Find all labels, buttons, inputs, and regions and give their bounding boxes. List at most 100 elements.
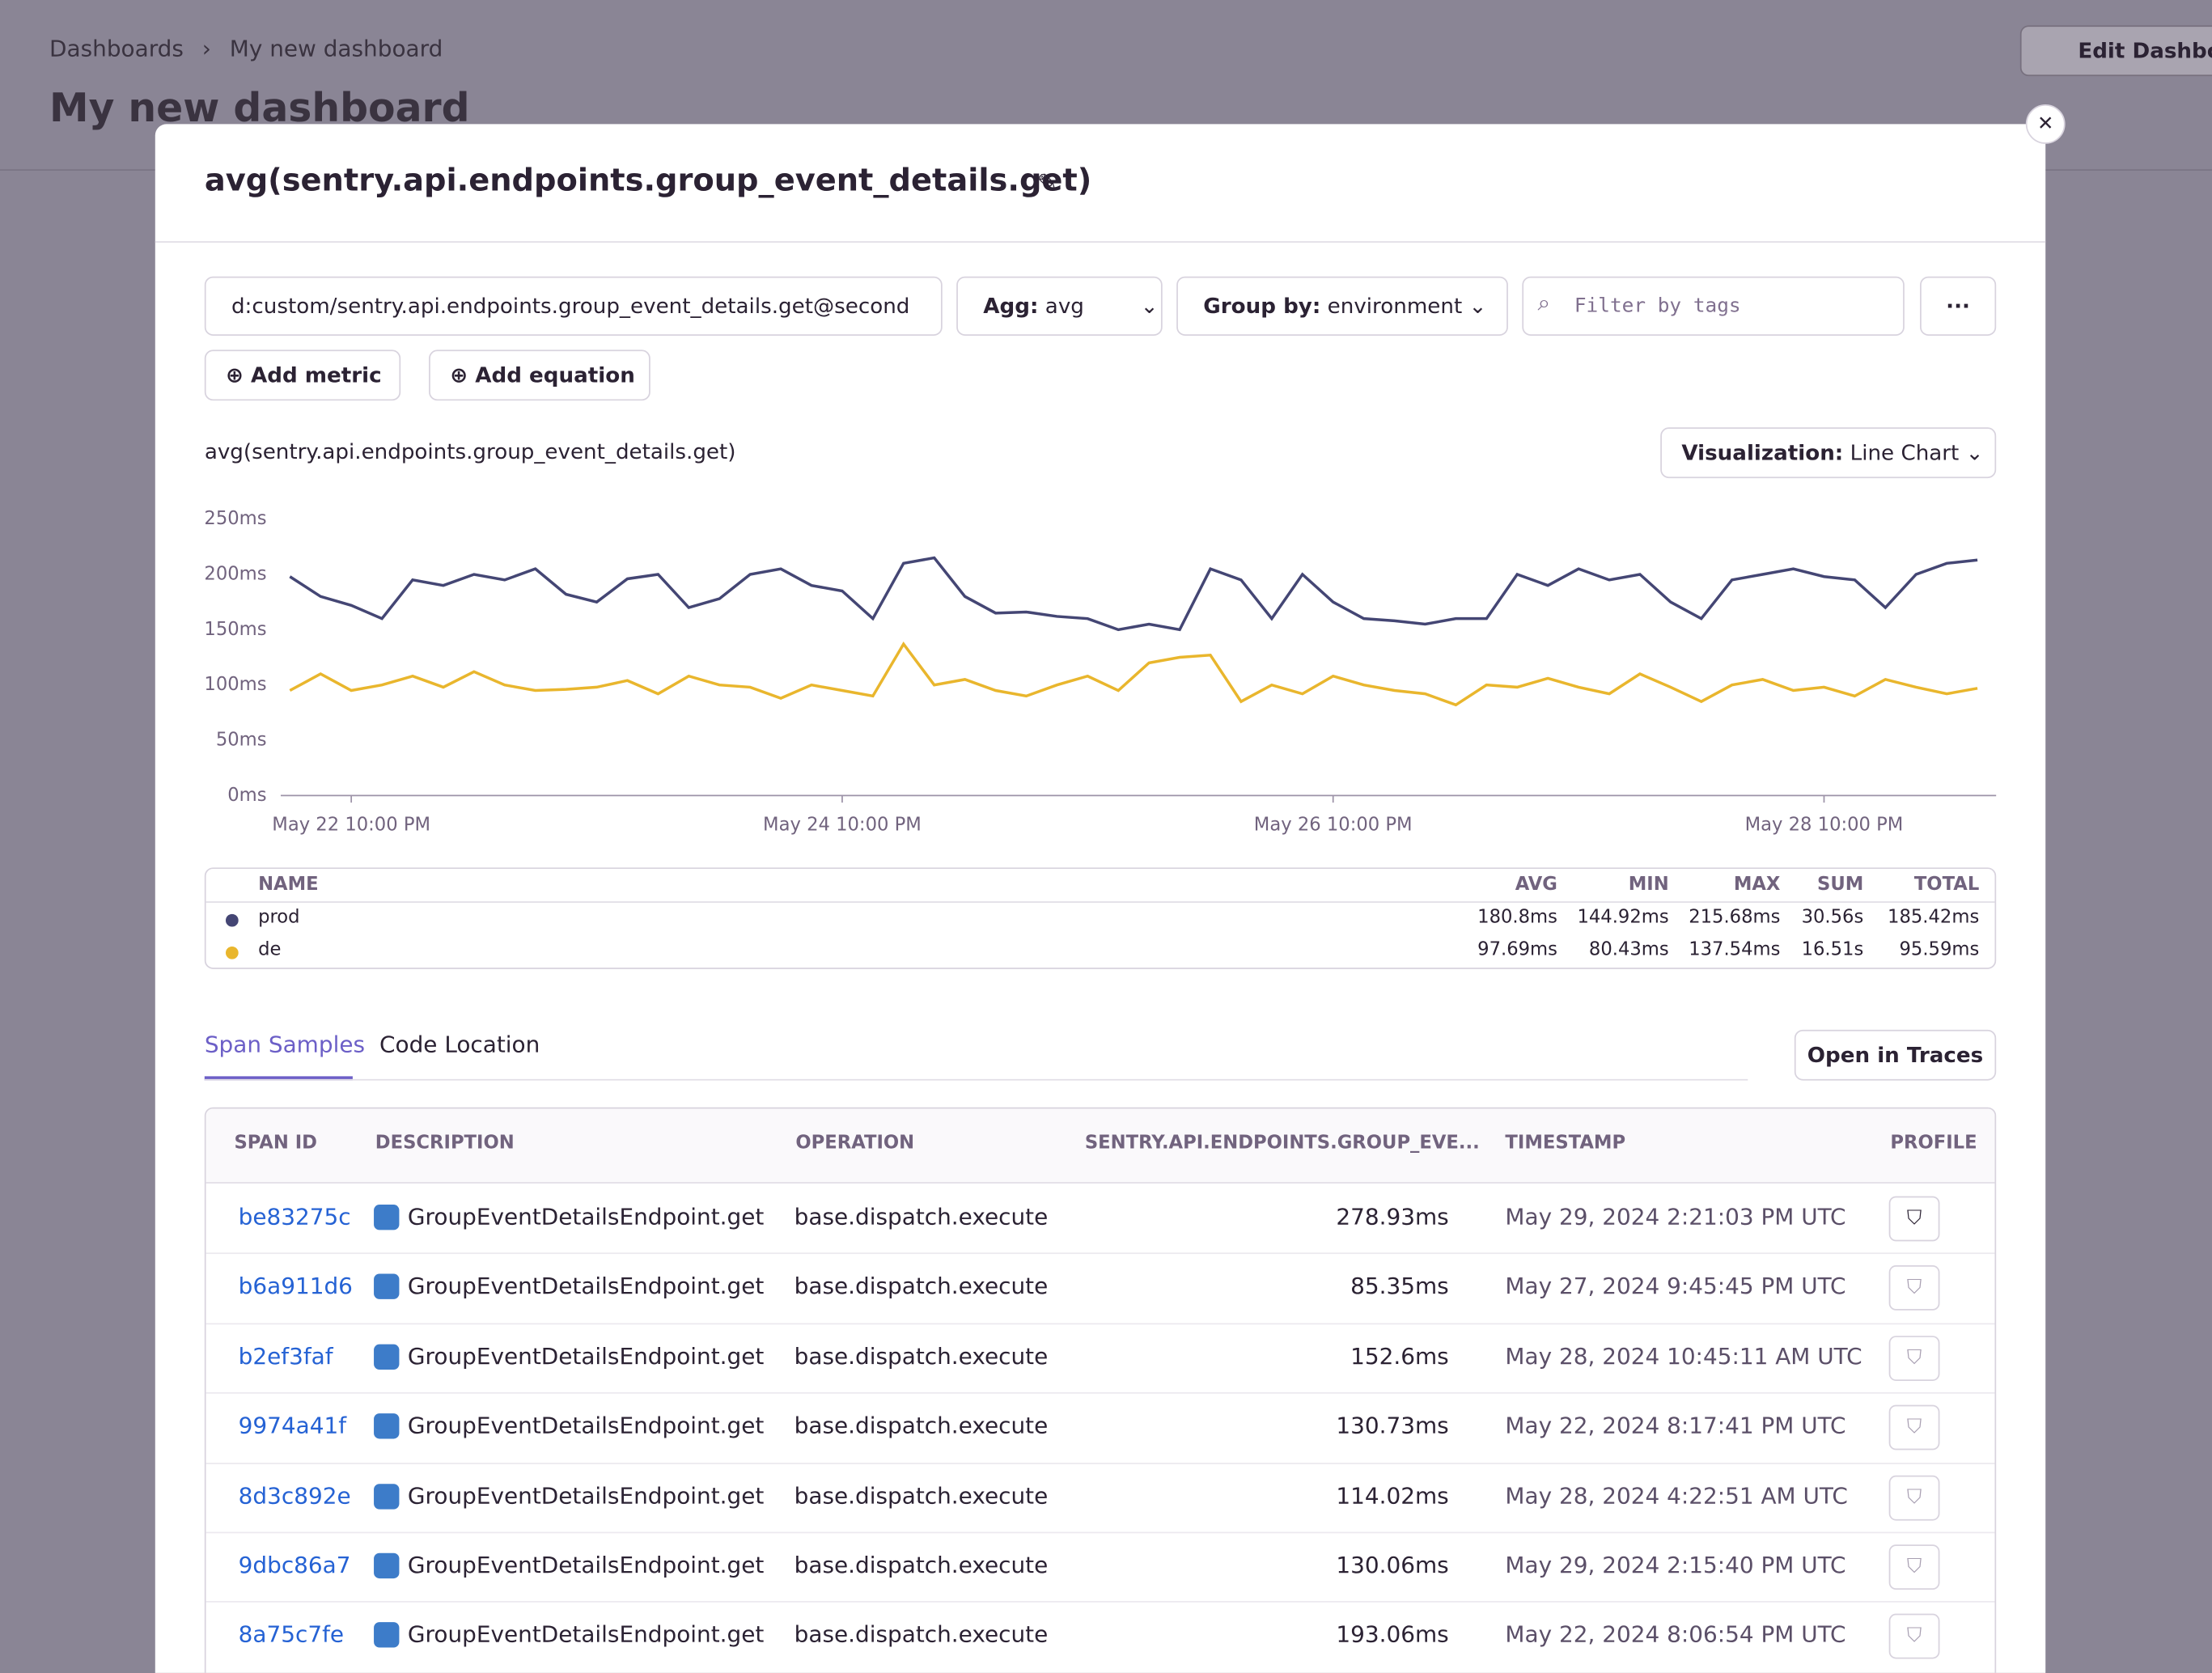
- profile-button[interactable]: ⛉: [1888, 1475, 1940, 1520]
- y-tick-label: 200ms: [204, 563, 266, 584]
- summary-cell: 180.8ms: [1477, 907, 1557, 929]
- column-header: SUM: [1817, 875, 1864, 896]
- tab-active[interactable]: Span Samples: [204, 1031, 366, 1058]
- divider: [206, 901, 1995, 903]
- platform-icon: [374, 1552, 400, 1579]
- more-button[interactable]: ···: [1920, 276, 1997, 336]
- column-header: OPERATION: [795, 1133, 915, 1154]
- profile-button[interactable]: ⛉: [1888, 1196, 1940, 1242]
- summary-cell: 215.68ms: [1689, 907, 1781, 929]
- profile-button[interactable]: ⛉: [1888, 1614, 1940, 1660]
- description: GroupEventDetailsEndpoint.get: [407, 1412, 765, 1439]
- platform-icon: [374, 1413, 400, 1439]
- summary-cell: prod: [258, 907, 300, 929]
- profile-button[interactable]: ⛉: [1888, 1544, 1940, 1590]
- chart: avg(sentry.api.endpoints.group_event_det…: [204, 440, 1997, 836]
- platform-icon: [374, 1622, 400, 1649]
- row-divider: [206, 1252, 1995, 1255]
- add-metric-button[interactable]: ⊕ Add metric: [204, 349, 401, 401]
- line: [289, 556, 1978, 632]
- platform-icon: [374, 1274, 400, 1300]
- duration: 85.35ms: [1350, 1273, 1449, 1300]
- description: GroupEventDetailsEndpoint.get: [407, 1621, 765, 1649]
- operation: base.dispatch.execute: [794, 1412, 1049, 1439]
- operation: base.dispatch.execute: [794, 1342, 1049, 1370]
- y-tick-label: 250ms: [204, 508, 266, 529]
- span-id-link[interactable]: 9dbc86a7: [238, 1551, 351, 1579]
- y-tick-label: 0ms: [227, 785, 266, 806]
- profile-button[interactable]: ⛉: [1888, 1404, 1940, 1451]
- value: Line Chart: [1850, 440, 1960, 466]
- tab[interactable]: Code Location: [379, 1031, 540, 1058]
- label: Visualization:: [1681, 440, 1844, 466]
- legend-dot: [225, 946, 239, 959]
- legend-dot: [225, 913, 239, 927]
- platform-icon: [374, 1483, 400, 1509]
- metric-select[interactable]: d:custom/sentry.api.endpoints.group_even…: [204, 276, 943, 336]
- summary-cell: 137.54ms: [1689, 939, 1781, 961]
- timestamp: May 29, 2024 2:21:03 PM UTC: [1505, 1203, 1846, 1230]
- value: avg: [1045, 293, 1084, 320]
- summary-cell: 95.59ms: [1899, 939, 1980, 961]
- operation: base.dispatch.execute: [794, 1273, 1049, 1300]
- duration: 130.06ms: [1336, 1551, 1449, 1579]
- label: Agg:: [983, 293, 1039, 320]
- timestamp: May 22, 2024 8:06:54 PM UTC: [1505, 1621, 1846, 1649]
- platform-icon: [374, 1344, 400, 1370]
- line: [289, 641, 1978, 707]
- y-tick-label: 100ms: [204, 674, 266, 695]
- agg-select[interactable]: Agg: avg ⌄: [956, 276, 1163, 336]
- filter-input[interactable]: Filter by tags: [1522, 276, 1905, 336]
- timestamp: May 28, 2024 4:22:51 AM UTC: [1505, 1481, 1848, 1509]
- summary-table: NAME AVG MIN MAX SUM TOTAL prod 180.8ms 144.92ms…: [204, 867, 1997, 969]
- x-tick-label: May 28 10:00 PM: [1745, 815, 1904, 836]
- span-id-link[interactable]: 8d3c892e: [238, 1481, 351, 1509]
- row-divider: [206, 1323, 1995, 1324]
- timestamp: May 27, 2024 9:45:45 PM UTC: [1505, 1273, 1846, 1300]
- divider: [204, 1078, 1748, 1081]
- edit-icon[interactable]: ✎: [1036, 169, 1058, 199]
- span-id-link[interactable]: b2ef3faf: [238, 1342, 333, 1370]
- column-header: DESCRIPTION: [375, 1133, 515, 1154]
- column-header: MAX: [1733, 875, 1781, 896]
- duration: 130.73ms: [1336, 1412, 1449, 1439]
- close-button[interactable]: ✕: [2025, 104, 2066, 144]
- description: GroupEventDetailsEndpoint.get: [407, 1273, 765, 1300]
- span-id-link[interactable]: b6a911d6: [238, 1273, 353, 1300]
- summary-cell: 80.43ms: [1588, 939, 1669, 961]
- duration: 193.06ms: [1336, 1621, 1449, 1649]
- row-divider: [206, 1601, 1995, 1603]
- search-icon: ⌕: [1537, 289, 1551, 316]
- page-title: My new dashboard: [49, 84, 470, 132]
- separator: ›: [201, 35, 211, 62]
- divider: [155, 241, 2046, 243]
- summary-cell: 30.56s: [1801, 907, 1864, 929]
- row-divider: [206, 1392, 1995, 1395]
- y-tick-label: 150ms: [204, 619, 266, 640]
- row-divider: [206, 1462, 1995, 1464]
- x-tick-label: May 24 10:00 PM: [763, 815, 922, 836]
- column-header: SENTRY.API.ENDPOINTS.GROUP_EVE...: [1084, 1133, 1480, 1154]
- duration: 152.6ms: [1350, 1342, 1449, 1370]
- span-id-link[interactable]: 9974a41f: [238, 1412, 347, 1439]
- operation: base.dispatch.execute: [794, 1621, 1049, 1649]
- profile-button[interactable]: ⛉: [1888, 1265, 1940, 1311]
- y-tick-label: 50ms: [216, 730, 267, 751]
- tab-indicator: [204, 1076, 353, 1081]
- summary-cell: 144.92ms: [1577, 907, 1669, 929]
- modal: avg(sentry.api.endpoints.group_event_det…: [155, 124, 2046, 1673]
- x-tick-label: May 26 10:00 PM: [1254, 815, 1413, 836]
- open-in-traces-button[interactable]: Open in Traces: [1794, 1029, 1997, 1081]
- description: GroupEventDetailsEndpoint.get: [407, 1481, 765, 1509]
- edit-dashboard-button[interactable]: Edit Dashboard: [2019, 25, 2212, 77]
- visualization-select[interactable]: Visualization: Line Chart ⌄: [1660, 427, 1997, 479]
- column-header: TIMESTAMP: [1505, 1133, 1626, 1154]
- group-select[interactable]: Group by: environment ⌄: [1176, 276, 1508, 336]
- summary-cell: de: [258, 939, 282, 961]
- profile-button[interactable]: ⛉: [1888, 1335, 1940, 1381]
- add-equation-button[interactable]: ⊕ Add equation: [429, 349, 650, 401]
- span-id-link[interactable]: 8a75c7fe: [238, 1621, 345, 1649]
- breadcrumb-link[interactable]: Dashboards: [49, 35, 184, 62]
- span-id-link[interactable]: be83275c: [238, 1203, 351, 1230]
